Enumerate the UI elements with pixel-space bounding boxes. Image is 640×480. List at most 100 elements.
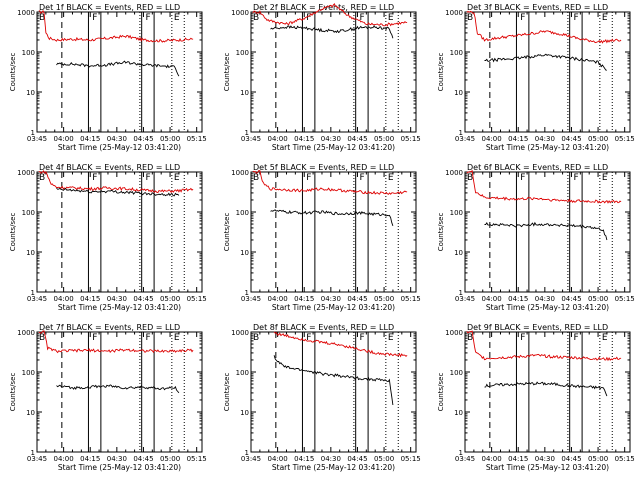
- events-series-line: [484, 221, 608, 241]
- marker-label-f: F: [359, 13, 364, 23]
- x-tick-label: 04:00: [54, 295, 74, 303]
- x-tick-label: 03:45: [455, 295, 475, 303]
- x-tick-label: 03:45: [27, 135, 47, 143]
- marker-label-b: B: [467, 173, 473, 183]
- x-tick-label: 04:45: [561, 455, 581, 463]
- marker-label-f: F: [359, 333, 364, 343]
- x-tick-label: 04:15: [294, 455, 314, 463]
- x-tick-label: 03:45: [241, 295, 261, 303]
- x-tick-label: 04:30: [535, 295, 555, 303]
- x-tick-label: 04:00: [482, 455, 502, 463]
- y-tick-label: 100: [450, 49, 463, 57]
- marker-label-f: F: [145, 13, 150, 23]
- marker-label-b: B: [39, 333, 45, 343]
- x-axis-label: Start Time (25-May-12 03:41:20): [486, 463, 609, 472]
- chart-panel-6: Det 6f BLACK = Events, RED = LLD 1 10 100 10…: [437, 163, 635, 312]
- x-tick-label: 04:45: [347, 295, 367, 303]
- x-tick-label: 05:00: [374, 455, 394, 463]
- chart-panel-4: Det 4f BLACK = Events, RED = LLD 1 10 100 10…: [9, 163, 207, 312]
- y-tick-label: 100: [22, 369, 35, 377]
- marker-label-f: F: [520, 13, 525, 23]
- chart-panel-7: Det 7f BLACK = Events, RED = LLD 1 10 100 10…: [9, 323, 207, 472]
- x-tick-label: 04:30: [535, 135, 555, 143]
- marker-label-b: B: [467, 13, 473, 23]
- x-tick-label: 04:45: [347, 455, 367, 463]
- marker-label-f: F: [306, 13, 311, 23]
- x-tick-label: 05:00: [588, 295, 608, 303]
- marker-label-f: F: [520, 173, 525, 183]
- x-tick-label: 04:00: [54, 135, 74, 143]
- lld-series-line: [466, 169, 622, 204]
- events-series-line: [273, 355, 394, 406]
- chart-panel-5: Det 5f BLACK = Events, RED = LLD 1 10 100 10…: [223, 163, 421, 312]
- y-axis-label: Counts/sec: [9, 213, 17, 252]
- y-axis-label: Counts/sec: [223, 213, 231, 252]
- y-axis-label: Counts/sec: [223, 53, 231, 92]
- y-tick-label: 1000: [231, 169, 249, 177]
- plot-frame: [36, 171, 203, 293]
- y-tick-label: 1000: [231, 329, 249, 337]
- marker-label-b: B: [253, 13, 259, 23]
- plot-frame: [250, 171, 417, 293]
- x-tick-label: 04:15: [80, 135, 100, 143]
- x-tick-label: 04:30: [107, 455, 127, 463]
- marker-label-e: E: [174, 333, 180, 343]
- lld-series-line: [38, 10, 194, 43]
- x-tick-label: 05:00: [160, 135, 180, 143]
- marker-label-b: B: [39, 173, 45, 183]
- marker-label-f: F: [573, 13, 578, 23]
- y-tick-label: 100: [236, 49, 249, 57]
- x-tick-label: 04:00: [54, 455, 74, 463]
- x-tick-label: 04:45: [133, 295, 153, 303]
- marker-label-e: E: [174, 13, 180, 23]
- lld-series-line: [252, 170, 408, 195]
- x-tick-label: 05:00: [374, 135, 394, 143]
- lld-series-line: [252, 2, 408, 27]
- lld-series-line: [38, 330, 194, 354]
- y-tick-label: 100: [450, 369, 463, 377]
- x-tick-label: 04:15: [80, 295, 100, 303]
- events-series-line: [270, 209, 394, 227]
- chart-panel-1: Det 1f BLACK = Events, RED = LLD 1 10 100 10…: [9, 3, 207, 152]
- x-tick-label: 04:00: [482, 135, 502, 143]
- x-tick-label: 03:45: [241, 135, 261, 143]
- chart-title: Det 1f BLACK = Events, RED = LLD: [39, 3, 180, 12]
- x-tick-label: 04:45: [561, 135, 581, 143]
- x-tick-label: 05:15: [401, 455, 421, 463]
- events-series-line: [270, 24, 394, 39]
- y-tick-label: 1000: [445, 329, 463, 337]
- y-tick-label: 100: [236, 209, 249, 217]
- y-tick-label: 1: [31, 129, 35, 137]
- y-tick-label: 10: [240, 89, 249, 97]
- x-axis-label: Start Time (25-May-12 03:41:20): [58, 143, 181, 152]
- marker-label-b: B: [253, 333, 259, 343]
- y-tick-label: 1000: [17, 169, 35, 177]
- x-axis-label: Start Time (25-May-12 03:41:20): [58, 303, 181, 312]
- chart-title: Det 9f BLACK = Events, RED = LLD: [467, 323, 608, 332]
- marker-label-e: E: [602, 333, 608, 343]
- y-tick-label: 100: [22, 209, 35, 217]
- x-tick-label: 05:15: [187, 295, 207, 303]
- lld-series-line: [273, 331, 408, 358]
- marker-label-f: F: [573, 173, 578, 183]
- lld-series-line: [466, 330, 622, 362]
- chart-panel-3: Det 3f BLACK = Events, RED = LLD 1 10 100 10…: [437, 3, 635, 152]
- y-tick-label: 10: [454, 409, 463, 417]
- x-tick-label: 04:30: [321, 135, 341, 143]
- plot-frame: [250, 331, 417, 453]
- y-tick-label: 1000: [445, 169, 463, 177]
- y-tick-label: 1000: [445, 9, 463, 17]
- chart-panel-9: Det 9f BLACK = Events, RED = LLD 1 10 100 10…: [437, 323, 635, 472]
- x-tick-label: 05:15: [401, 135, 421, 143]
- x-tick-label: 05:15: [615, 135, 635, 143]
- y-axis-label: Counts/sec: [437, 53, 445, 92]
- y-tick-label: 1: [245, 289, 249, 297]
- x-axis-label: Start Time (25-May-12 03:41:20): [58, 463, 181, 472]
- y-tick-label: 1: [245, 129, 249, 137]
- x-axis-label: Start Time (25-May-12 03:41:20): [272, 143, 395, 152]
- lld-series-line: [466, 10, 622, 44]
- x-axis-label: Start Time (25-May-12 03:41:20): [486, 143, 609, 152]
- plot-frame: [36, 331, 203, 453]
- y-tick-label: 1: [459, 289, 463, 297]
- x-tick-label: 04:15: [80, 455, 100, 463]
